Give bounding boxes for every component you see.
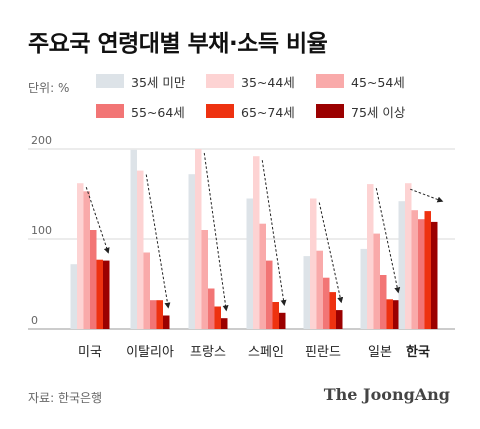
bar xyxy=(393,300,400,329)
y-tick-label: 100 xyxy=(31,224,52,237)
legend-item: 65~74세 xyxy=(206,102,295,120)
trend-arrow xyxy=(318,202,344,304)
bar xyxy=(201,230,208,329)
bar xyxy=(188,174,195,329)
bar xyxy=(83,191,90,329)
bar xyxy=(77,183,84,329)
bar xyxy=(424,211,431,329)
bar xyxy=(398,201,405,329)
legend-item: 55~64세 xyxy=(96,102,185,120)
bar xyxy=(221,318,228,329)
chart-title: 주요국 연령대별 부채·소득 비율 xyxy=(28,31,328,57)
bar xyxy=(316,250,323,329)
legend-swatch xyxy=(96,74,124,88)
legend-label: 55~64세 xyxy=(131,104,185,120)
bar xyxy=(150,300,157,329)
legend-item: 35~44세 xyxy=(206,72,295,90)
bar xyxy=(310,198,317,329)
bar xyxy=(130,149,137,329)
bar xyxy=(272,302,279,329)
bar xyxy=(156,300,163,329)
x-tick-label: 미국 xyxy=(78,345,102,360)
bar xyxy=(163,315,170,329)
trend-arrow xyxy=(410,188,444,203)
x-tick-label: 프랑스 xyxy=(190,345,226,360)
trend-arrows xyxy=(85,152,444,312)
bar xyxy=(137,170,144,329)
bar xyxy=(411,210,418,329)
legend-label: 45~54세 xyxy=(351,74,405,90)
bar xyxy=(246,198,253,329)
legend-swatch xyxy=(96,104,124,118)
bars xyxy=(70,149,438,329)
bar xyxy=(103,260,110,329)
x-tick-label: 한국 xyxy=(406,344,430,360)
bar xyxy=(360,248,367,329)
bar xyxy=(418,219,425,329)
bar xyxy=(386,299,393,329)
bar xyxy=(367,184,374,329)
bar xyxy=(279,312,286,329)
legend-swatch xyxy=(316,104,344,118)
x-tick-label: 일본 xyxy=(368,345,392,360)
bar xyxy=(195,149,202,329)
publisher-logo: The JoongAng xyxy=(323,385,450,404)
legend-swatch xyxy=(206,74,234,88)
legend-item: 35세 미만 xyxy=(96,72,185,90)
bar xyxy=(266,260,273,329)
trend-arrow xyxy=(261,160,287,306)
x-tick-label: 핀란드 xyxy=(305,345,341,360)
bar xyxy=(329,292,336,329)
bar xyxy=(380,275,387,329)
bar xyxy=(323,277,330,329)
legend-item: 45~54세 xyxy=(316,72,405,90)
bar xyxy=(214,306,221,329)
bar xyxy=(336,310,343,329)
x-tick-labels: 미국 이탈리아 프랑스 스페인 핀란드 일본 한국 xyxy=(78,344,430,360)
trend-arrow xyxy=(203,152,229,312)
bar xyxy=(70,264,77,329)
bar xyxy=(303,256,310,329)
source-note: 자료: 한국은행 xyxy=(28,391,103,405)
legend-label: 65~74세 xyxy=(241,104,295,120)
legend-item: 75세 이상 xyxy=(316,102,405,120)
x-tick-label: 스페인 xyxy=(248,345,284,360)
bar xyxy=(143,252,150,329)
legend-label: 35~44세 xyxy=(241,74,295,90)
legend-label: 35세 미만 xyxy=(131,74,186,90)
bar xyxy=(373,233,380,329)
bar xyxy=(405,183,412,329)
bar xyxy=(259,223,266,329)
unit-label: 단위: % xyxy=(28,81,70,95)
bar xyxy=(431,221,438,329)
bar xyxy=(253,156,260,329)
bar xyxy=(208,288,215,329)
bar xyxy=(96,259,103,329)
legend-label: 75세 이상 xyxy=(351,104,406,120)
bar xyxy=(90,230,97,329)
legend-swatch xyxy=(316,74,344,88)
y-tick-labels: 0 100 200 xyxy=(31,134,52,327)
y-tick-label: 200 xyxy=(31,134,52,147)
legend-swatch xyxy=(206,104,234,118)
x-tick-label: 이탈리아 xyxy=(126,345,174,360)
y-tick-label: 0 xyxy=(31,314,38,327)
